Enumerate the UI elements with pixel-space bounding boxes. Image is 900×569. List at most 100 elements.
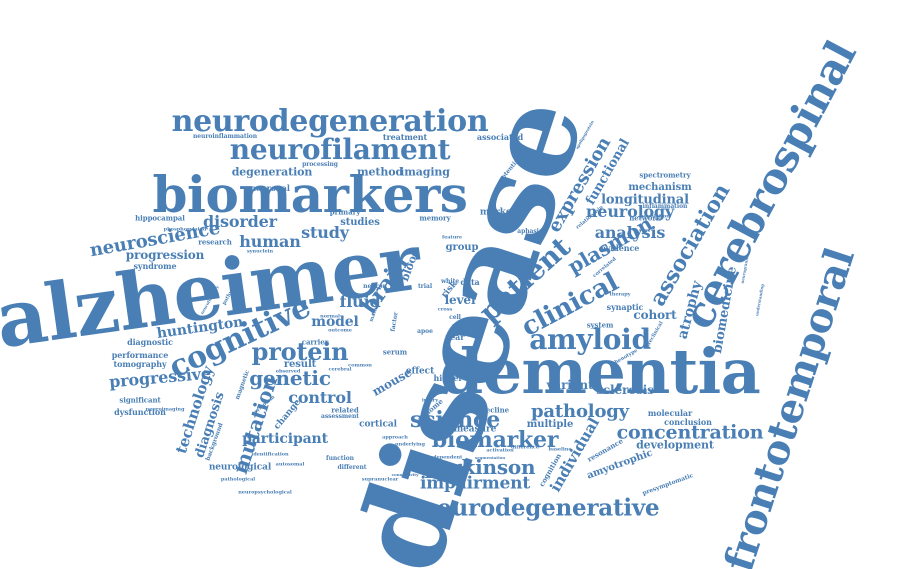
cloud-word-studies: studies [340,217,380,228]
cloud-word-multiple: multiple [526,419,574,430]
cloud-word-presymptomatic: presymptomatic [641,472,695,497]
cloud-word-neuronal: neuronal [250,183,290,193]
cloud-word-neuron: neuron [363,283,387,290]
cloud-word-function: function [326,455,354,462]
cloud-word-independent: independent [427,454,463,461]
cloud-word-connectivity: connectivity [391,472,419,477]
cloud-word-marker: marker [479,207,517,218]
cloud-word-analysis: analysis [594,223,666,242]
cloud-word-injury: injury [421,397,439,404]
cloud-word-cerebral: cerebral [328,366,352,373]
cloud-word-group: group [445,242,479,253]
cloud-word-different: different [337,464,367,471]
cloud-word-cell: cell [449,314,461,321]
cloud-word-outcome: outcome [328,327,352,334]
cloud-word-decline: decline [481,405,509,415]
cloud-word-data: data [460,277,480,287]
cloud-word-progression: progression [125,248,205,262]
cloud-word-segmentation: segmentation [474,455,506,460]
cloud-word-trial: trial [417,283,433,290]
cloud-word-disorder: disorder [203,212,277,231]
cloud-word-control: control [288,388,352,407]
cloud-word-research: research [198,237,232,247]
cloud-word-cohort: cohort [633,308,677,322]
cloud-word-effect: effect [405,366,435,377]
cloud-word-dementia: dementia [439,335,761,408]
cloud-word-aphasia: aphasia [517,228,543,235]
cloud-word-system: system [586,320,614,330]
cloud-word-neurofilament: neurofilament [229,133,451,166]
cloud-word-approach: approach [382,434,408,441]
cloud-word-higher: higher [433,373,463,383]
cloud-word-synaptic: synaptic [606,302,644,312]
cloud-word-normal: normal [320,313,340,320]
cloud-word-identification: identification [251,451,289,458]
cloud-word-spectrometry: spectrometry [639,170,691,180]
cloud-word-year: year [445,332,465,342]
cloud-word-assessment: assessment [321,413,359,420]
cloud-word-hippocampal: hippocampal [135,213,185,223]
cloud-word-white: white [440,278,460,285]
cloud-word-biomarkers: biomarkers [152,165,468,224]
cloud-word-concentration: concentration [616,421,764,444]
cloud-word-protein: protein [251,337,349,366]
cloud-word-common: common [348,362,372,369]
cloud-word-measure: measure [453,424,497,435]
cloud-word-neurodegenerative: neurodegenerative [420,494,660,522]
cloud-word-apoe: apoe [417,328,433,335]
cloud-word-imaging: imaging [400,165,450,179]
cloud-word-parkinson: parkinson [424,455,536,479]
cloud-word-neurological: neurological [208,462,272,473]
cloud-word-network: network [629,213,661,223]
cloud-word-region: region [479,259,501,266]
cloud-word-population: population [640,213,670,220]
cloud-word-participant: participant [242,431,328,447]
cloud-word-therapy: therapy [609,291,631,298]
cloud-word-development: development [636,438,714,452]
cloud-word-evidence: evidence [600,243,640,253]
cloud-word-dysfunction: dysfunction [114,407,166,417]
cloud-word-tomography: tomography [113,359,167,369]
cloud-word-synuclein: synuclein [246,248,274,255]
cloud-word-neuroimaging: neuroimaging [145,406,185,413]
cloud-word-related: related [331,405,359,415]
cloud-word-model: model [311,314,359,330]
cloud-word-performance: performance [111,350,169,360]
cloud-word-biomarker: biomarker [431,427,559,453]
cloud-word-sclerosis: sclerosis [596,383,654,397]
cloud-word-cross: cross [437,306,453,313]
cloud-word-autosomal: autosomal [275,461,305,468]
cloud-word-fluid: fluid [339,292,381,311]
cloud-word-molecular: molecular [647,408,693,418]
cloud-word-activation: activation [486,447,514,454]
cloud-word-processing: processing [302,161,338,168]
cloud-word-memory: memory [419,213,451,223]
cloud-word-pathological: pathological [220,476,256,483]
cloud-word-pathology: pathology [531,401,629,422]
cloud-word-neurology: neurology [585,202,675,221]
cloud-word-understanding: understanding [754,283,765,317]
cloud-word-longitudinal: longitudinal [601,192,689,208]
cloud-word-study: study [301,223,349,242]
cloud-word-observed: observed [275,368,301,375]
cloud-word-impairment: impairment [419,473,531,494]
cloud-word-cortical: cortical [359,419,397,430]
cloud-word-result: result [283,359,317,370]
cloud-word-method: method [356,165,404,179]
cloud-word-serum: serum [382,347,408,357]
cloud-word-light: light [451,323,473,333]
cloud-word-mechanism: mechanism [628,182,692,193]
cloud-word-phosphorylated: phosphorylated [163,226,207,233]
cloud-word-underlying: underlying [395,441,425,448]
cloud-word-finding: finding [450,403,470,410]
cloud-word-syndrome: syndrome [133,261,177,271]
cloud-word-baseline: baseline [548,446,572,453]
cloud-word-treatment: treatment [382,132,428,142]
cloud-word-feature: feature [442,234,462,241]
cloud-word-science: science [410,407,500,433]
cloud-word-diagnostic: diagnostic [127,337,173,347]
cloud-word-supranuclear: supranuclear [361,476,399,483]
cloud-word-posterior: posterior [434,421,460,428]
cloud-word-degeneration: degeneration [231,165,313,179]
